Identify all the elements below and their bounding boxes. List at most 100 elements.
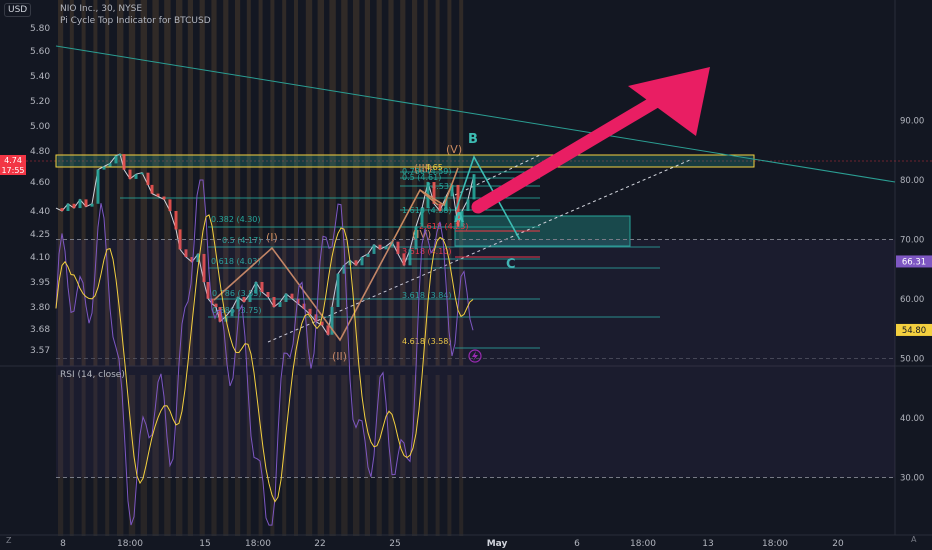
price-tick-label: 4.10 <box>30 253 50 263</box>
candle <box>90 203 94 207</box>
time-tick-label: 18:00 <box>762 539 788 549</box>
session-stripe <box>459 0 464 366</box>
symbol-title: NIO Inc., 30, NYSE <box>60 4 143 14</box>
session-stripe <box>305 0 313 366</box>
candle <box>174 211 178 230</box>
session-stripe <box>317 0 324 366</box>
candle <box>296 298 300 304</box>
price-tick-label: 5.80 <box>30 24 50 34</box>
session-stripe <box>329 0 336 366</box>
session-stripe <box>400 0 406 366</box>
projection-arrow <box>471 86 677 214</box>
wave-path <box>419 167 459 207</box>
candle <box>466 199 470 211</box>
session-stripe <box>164 375 171 536</box>
candle <box>284 293 288 302</box>
session-stripe <box>270 0 275 366</box>
session-stripe <box>117 375 124 536</box>
candle <box>330 307 334 335</box>
session-stripe <box>81 375 86 536</box>
session-stripe <box>376 375 382 536</box>
candle <box>438 203 442 211</box>
session-stripes <box>58 0 464 536</box>
time-tick-label: 22 <box>314 539 325 549</box>
wave-label: (V) <box>446 143 462 156</box>
fib-label: 3.618 (4.10) <box>402 247 452 256</box>
session-stripe <box>282 0 287 366</box>
session-stripe <box>246 375 251 536</box>
last-price-badge <box>0 155 26 175</box>
abc-path <box>455 155 521 241</box>
timezone-icon[interactable]: Z <box>6 536 12 545</box>
session-stripe <box>235 375 241 536</box>
session-stripe <box>388 0 394 366</box>
rsi-ma-badge <box>896 323 932 336</box>
session-stripe <box>152 0 159 366</box>
session-stripe <box>128 375 136 536</box>
candle <box>402 253 406 266</box>
session-stripe <box>412 375 418 536</box>
time-tick-label: 13 <box>702 539 713 549</box>
candle <box>60 208 64 211</box>
session-stripe <box>364 0 370 366</box>
candle <box>146 172 150 185</box>
candle <box>254 282 258 294</box>
candle <box>460 211 464 227</box>
candle <box>302 303 306 309</box>
candle <box>114 155 118 164</box>
session-stripe <box>317 375 324 536</box>
candle <box>196 253 200 262</box>
candle <box>72 203 76 209</box>
wave-label: A <box>454 211 464 226</box>
candle <box>414 226 418 250</box>
session-stripe <box>412 0 418 366</box>
price-tick-label: 5.20 <box>30 97 50 107</box>
session-stripe <box>341 0 348 366</box>
price-tick-label: 5.00 <box>30 122 50 132</box>
currency-button[interactable]: USD <box>4 3 32 17</box>
last-price-label: 4.74 <box>4 156 22 165</box>
session-stripe <box>305 375 313 536</box>
session-stripe <box>69 375 74 536</box>
candle <box>378 244 382 250</box>
projection-arrowhead <box>628 67 710 136</box>
candle <box>230 308 234 317</box>
candle <box>156 193 160 197</box>
candle <box>150 184 154 194</box>
descending-trendline <box>55 45 896 183</box>
session-stripe <box>211 0 217 366</box>
session-stripe <box>176 375 183 536</box>
session-stripe <box>140 0 147 366</box>
wave-label: (IV) <box>412 228 431 241</box>
candle <box>218 307 222 322</box>
session-stripe <box>447 375 452 536</box>
session-stripe <box>187 0 193 366</box>
candle <box>96 169 100 204</box>
dashed-channel <box>454 154 541 196</box>
price-tick-label: 4.80 <box>30 147 50 157</box>
candle <box>260 282 264 292</box>
rsi-tick-label: 40.00 <box>900 414 924 424</box>
rsi-ma-label: 54.80 <box>902 326 926 336</box>
wave-label: B <box>468 132 478 147</box>
session-stripe <box>353 0 360 366</box>
session-stripe <box>81 0 86 366</box>
session-stripe <box>270 375 275 536</box>
fib-label: 0.5 (4.61) <box>402 173 441 182</box>
wave-label: (I) <box>266 231 278 244</box>
candle <box>366 253 370 257</box>
auto-scale-button[interactable]: A <box>911 535 917 544</box>
candle <box>210 298 214 304</box>
time-tick-label: 18:00 <box>630 539 656 549</box>
session-stripe <box>117 0 124 366</box>
session-stripe <box>93 375 98 536</box>
candle <box>118 154 122 156</box>
time-tick-label: 6 <box>574 539 580 549</box>
candle <box>444 196 448 211</box>
candle <box>354 260 358 266</box>
session-stripe <box>447 0 452 366</box>
rsi-value-label: 66.31 <box>902 257 926 267</box>
session-stripe <box>423 375 428 536</box>
